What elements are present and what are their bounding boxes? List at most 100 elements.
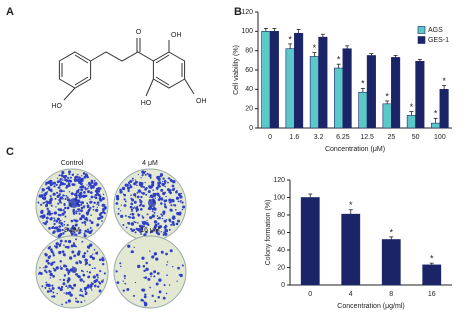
colony (64, 178, 68, 182)
colony (127, 188, 129, 190)
colony (131, 216, 134, 219)
colony (172, 223, 176, 226)
colony (63, 210, 66, 214)
colony (87, 185, 90, 188)
colony (49, 245, 52, 248)
colony (64, 240, 68, 243)
colony (151, 294, 154, 297)
colony (84, 173, 88, 177)
colony (141, 220, 143, 223)
colony (40, 203, 43, 206)
colony (157, 198, 161, 201)
y-axis-label: Cell viability (%) (233, 45, 240, 95)
colony (142, 264, 146, 268)
colony (83, 286, 88, 291)
colony (63, 190, 65, 193)
colony (79, 293, 82, 297)
colony (102, 279, 105, 281)
colony (74, 193, 78, 197)
colony (64, 215, 67, 218)
bar (300, 197, 320, 286)
colony (150, 230, 154, 234)
colony (123, 274, 126, 277)
colony (124, 282, 127, 285)
colony (49, 198, 53, 202)
colony (84, 229, 88, 233)
colony (59, 260, 63, 263)
colony (50, 183, 52, 185)
colony (49, 289, 53, 293)
bond (184, 78, 195, 95)
colony (169, 208, 173, 212)
colony (62, 278, 66, 282)
colony (172, 265, 174, 268)
colony (44, 253, 48, 257)
colony (77, 210, 79, 212)
colony (44, 265, 48, 269)
colony (69, 176, 72, 179)
colony (96, 203, 98, 206)
colony (88, 263, 91, 267)
colony (139, 230, 143, 233)
colony (156, 232, 158, 234)
colony (56, 191, 59, 194)
colony (144, 276, 148, 279)
colony (67, 291, 71, 295)
colony (75, 212, 78, 215)
colony (73, 183, 76, 186)
bar (285, 48, 295, 129)
colony (53, 185, 56, 188)
colony (61, 212, 65, 216)
colony (168, 284, 171, 286)
panel-label: C (6, 146, 14, 158)
colony (51, 212, 54, 215)
colony (117, 208, 120, 210)
colony (73, 227, 77, 231)
colony (60, 182, 63, 185)
colony (142, 204, 145, 208)
legend-swatch (417, 26, 426, 34)
plate-label: 16 μM (140, 227, 160, 234)
colony (62, 209, 65, 211)
colony (65, 301, 68, 304)
colony (52, 267, 55, 270)
colony (75, 210, 78, 213)
colony (89, 243, 93, 247)
bar (422, 264, 442, 286)
colony (71, 225, 75, 228)
colony (132, 207, 135, 210)
colony (60, 174, 64, 177)
colony (181, 264, 184, 267)
colony (47, 259, 50, 262)
colony (67, 239, 72, 244)
colony (152, 197, 154, 199)
bond (155, 54, 170, 64)
x-tick-label: 8 (389, 291, 393, 298)
colony (81, 185, 85, 189)
colony (131, 212, 135, 216)
colony (115, 202, 119, 205)
colony (51, 287, 55, 290)
colony (164, 185, 166, 188)
colony (84, 292, 88, 296)
colony (45, 283, 49, 287)
colony (162, 210, 166, 214)
colony (82, 254, 86, 259)
colony (81, 201, 84, 205)
colony (154, 197, 157, 199)
atom-label: HO (141, 100, 152, 107)
significance-mark: * (313, 43, 317, 53)
colony (79, 210, 81, 212)
y-tick-label: 120 (273, 177, 285, 184)
colony (84, 290, 87, 293)
colony (116, 281, 120, 285)
colony (153, 275, 156, 278)
colony (53, 245, 56, 248)
colony (59, 208, 63, 212)
colony (96, 206, 98, 208)
colony (161, 217, 164, 220)
colony (76, 178, 80, 182)
colony (128, 181, 131, 184)
colony (70, 228, 73, 230)
